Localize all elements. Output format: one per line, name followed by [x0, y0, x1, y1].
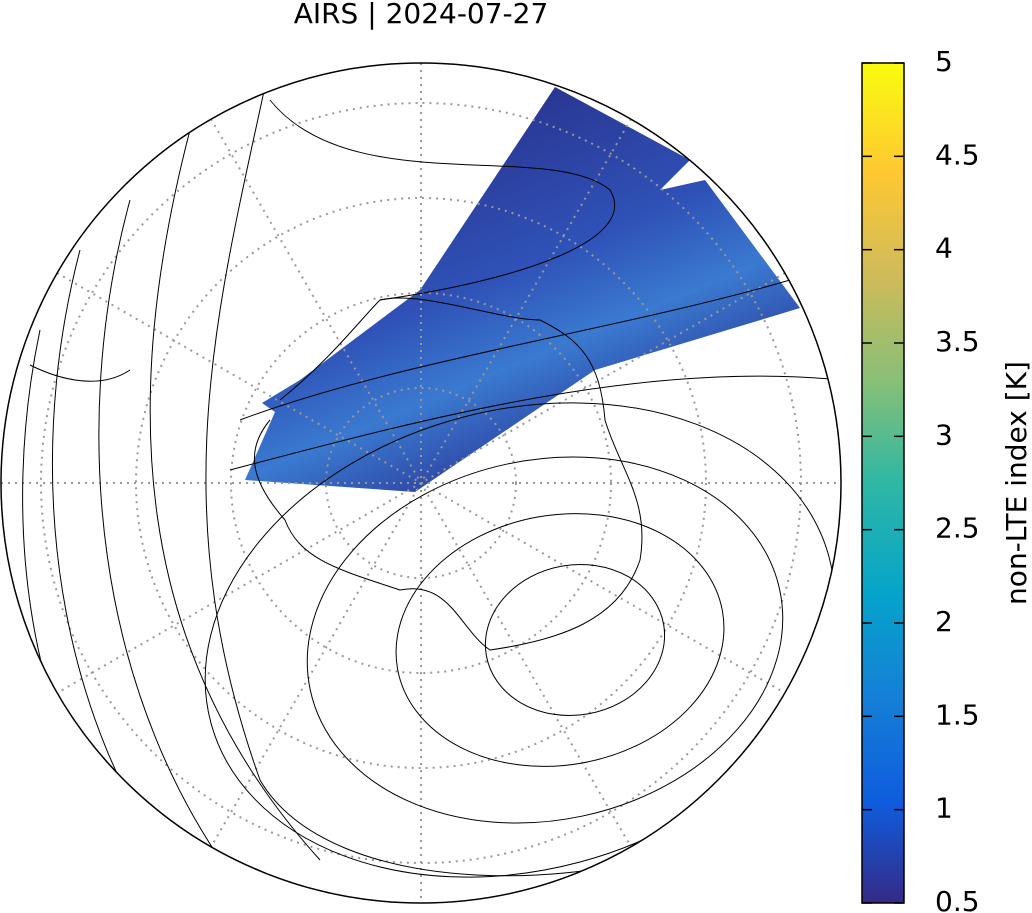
graticule — [1, 63, 841, 903]
colorbar — [861, 62, 905, 904]
title: AIRS | 2024-07-27 — [294, 0, 549, 30]
colorbar-tick-label: 1 — [935, 792, 953, 825]
colorbar-label: non-LTE index [K] — [1000, 361, 1032, 605]
colorbar-tick-label: 3 — [935, 418, 953, 451]
colorbar-tick-label: 2 — [935, 605, 953, 638]
colorbar-tick-label: 4 — [935, 232, 953, 265]
colorbar-tick-label: 5 — [935, 45, 953, 78]
colorbar-tick-label: 2.5 — [935, 512, 980, 545]
colorbar-tick-label: 0.5 — [935, 885, 980, 913]
swath — [245, 87, 800, 492]
map — [1, 63, 841, 903]
colorbar-tick-label: 3.5 — [935, 325, 980, 358]
map-border — [0, 62, 842, 904]
coastline — [29, 297, 643, 651]
colorbar-tick-label: 4.5 — [935, 138, 980, 171]
colorbar-tick-label: 1.5 — [935, 698, 980, 731]
contours — [22, 63, 841, 901]
